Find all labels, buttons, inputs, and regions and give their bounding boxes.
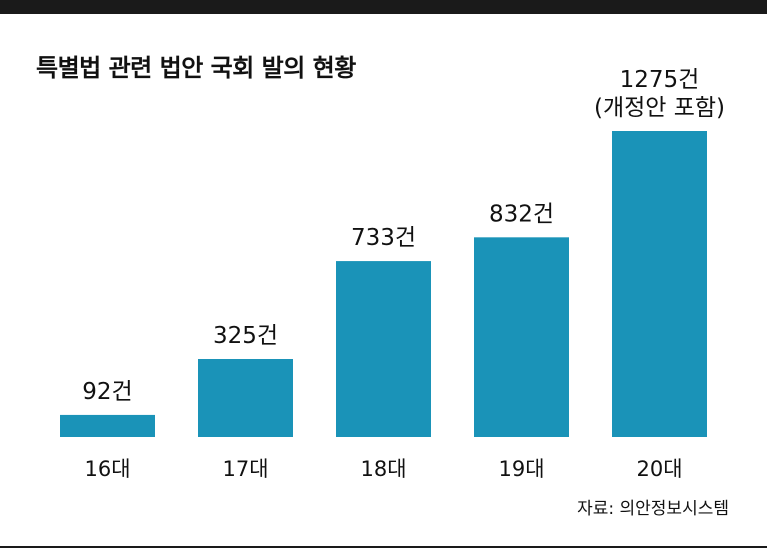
category-label: 19대 [498,457,544,481]
bar-20대 [612,131,707,437]
category-label: 16대 [84,457,130,481]
value-label: 325건 [213,323,278,349]
category-label: 20대 [636,457,682,481]
value-label: 1275건 [620,67,700,93]
bar-17대 [198,359,293,437]
value-annotation: (개정안 포함) [594,95,725,121]
bar-18대 [336,261,431,437]
value-label: 733건 [351,225,416,251]
bottom-rule [0,546,767,548]
chart-title: 특별법 관련 법안 국회 발의 현황 [36,54,356,82]
category-labels-group: 16대 17대 18대 19대 20대 [84,457,682,481]
value-label: 832건 [489,201,554,227]
category-label: 17대 [222,457,268,481]
bar-19대 [474,237,569,437]
top-bar [0,0,767,14]
bars-group [60,131,707,437]
value-label: 92건 [82,379,132,405]
value-labels-group: 92건 325건 733건 832건 1275건(개정안 포함) [82,67,725,405]
category-label: 18대 [360,457,406,481]
bar-16대 [60,414,155,437]
source-note: 자료: 의안정보시스템 [577,499,729,519]
